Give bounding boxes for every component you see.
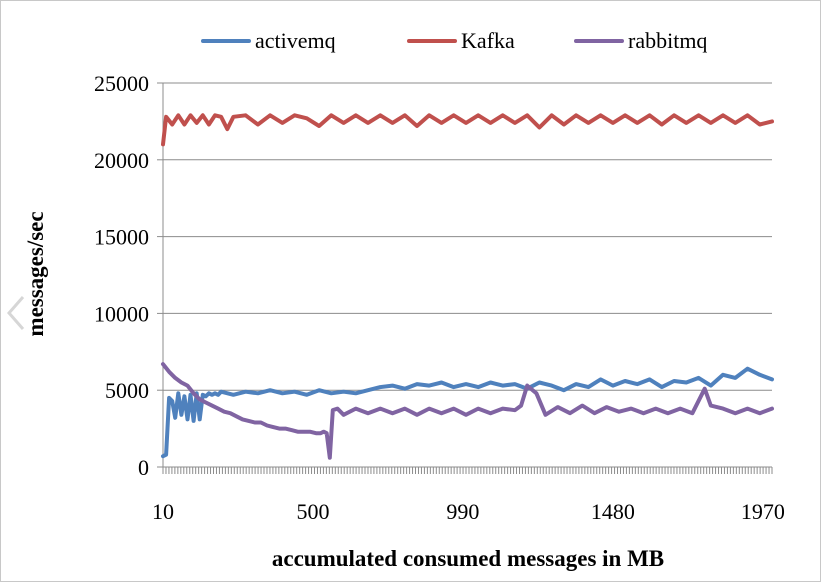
y-tick-labels: 0 5000 10000 15000 20000 25000 xyxy=(94,71,149,480)
series-line-kafka xyxy=(161,113,774,147)
series-lines xyxy=(161,113,774,460)
x-tick-marks xyxy=(162,467,773,474)
y-tick-label-10000: 10000 xyxy=(94,301,149,326)
x-tick-label-1970: 1970 xyxy=(741,499,785,524)
chevron-left-icon[interactable] xyxy=(3,293,29,333)
x-tick-label-500: 500 xyxy=(296,499,329,524)
grid-lines xyxy=(163,82,772,391)
y-tick-label-5000: 5000 xyxy=(105,378,149,403)
y-tick-label-20000: 20000 xyxy=(94,148,149,173)
legend-label-activemq: activemq xyxy=(255,28,336,53)
x-axis-title: accumulated consumed messages in MB xyxy=(272,546,664,571)
y-tick-label-25000: 25000 xyxy=(94,71,149,96)
series-line-rabbitmq xyxy=(161,362,774,460)
y-tick-label-15000: 15000 xyxy=(94,225,149,250)
y-tick-label-0: 0 xyxy=(138,455,149,480)
axes xyxy=(157,82,773,474)
x-tick-label-1480: 1480 xyxy=(591,499,635,524)
x-tick-label-990: 990 xyxy=(446,499,479,524)
legend-label-rabbitmq: rabbitmq xyxy=(628,28,707,53)
y-axis-title: messages/sec xyxy=(23,211,48,336)
x-tick-labels: 10 500 990 1480 1970 xyxy=(152,499,785,524)
legend-label-kafka: Kafka xyxy=(461,28,515,53)
legend: activemq Kafka rabbitmq xyxy=(201,28,707,53)
x-tick-label-10: 10 xyxy=(152,499,174,524)
series-line-activemq xyxy=(161,366,774,459)
